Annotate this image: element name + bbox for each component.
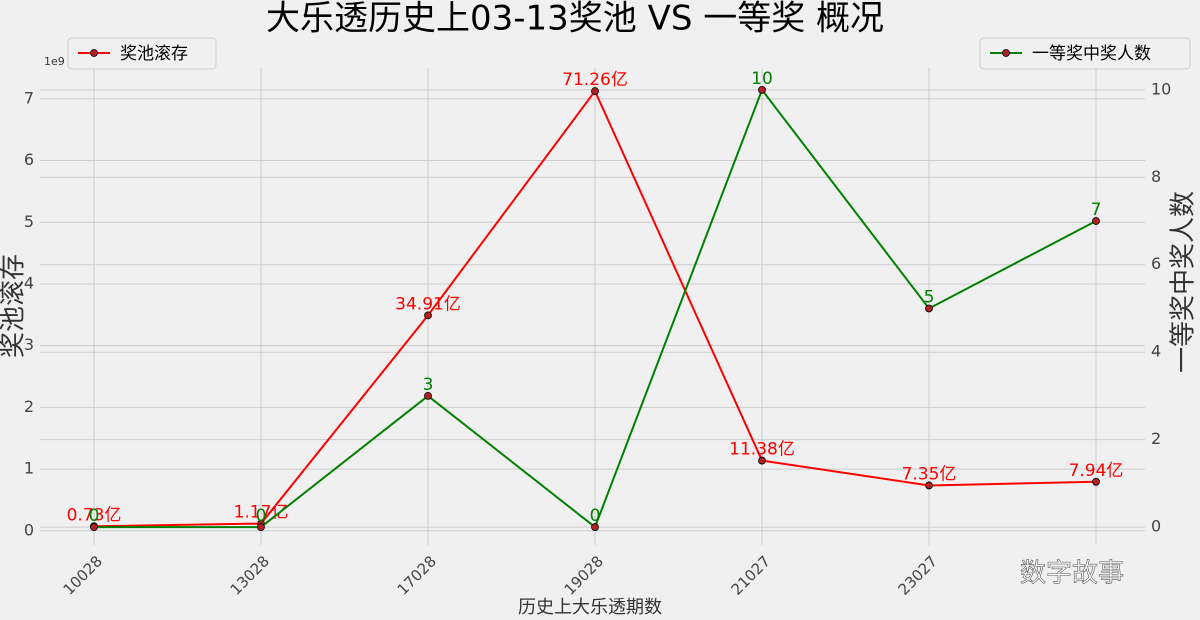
- data-label: 10: [751, 69, 773, 89]
- data-label: 0: [256, 506, 267, 526]
- y-tick-label: 3: [24, 335, 34, 354]
- legend-label: 奖池滚存: [120, 44, 188, 64]
- data-label: 7.94亿: [1069, 461, 1124, 481]
- data-label: 7: [1091, 200, 1102, 220]
- point: [758, 85, 766, 94]
- x-tick-label: 21027: [728, 552, 774, 598]
- y2-tick-label: 10: [1151, 79, 1171, 98]
- y-tick-label: 7: [24, 88, 34, 107]
- point: [925, 304, 933, 313]
- legend-marker: [1002, 49, 1010, 57]
- legend-box: [67, 37, 217, 70]
- legend-box: [979, 37, 1191, 70]
- y-tick-label: 5: [24, 212, 34, 231]
- x-tick-label: 17028: [394, 552, 440, 598]
- point: [591, 87, 599, 95]
- data-label: 0: [89, 506, 100, 526]
- x-tick-label: 23027: [895, 552, 941, 598]
- point: [424, 311, 432, 320]
- legend-label: 一等奖中奖人数: [1032, 44, 1151, 64]
- data-label: 5: [924, 287, 935, 307]
- point: [758, 456, 766, 465]
- chart-title: 大乐透历史上03-13奖池 VS 一等奖 概况: [266, 0, 884, 39]
- y-tick-label: 4: [24, 273, 34, 292]
- data-label: 71.26亿: [562, 70, 628, 90]
- y2-tick-label: 8: [1151, 167, 1161, 186]
- data-label: 1.17亿: [234, 503, 289, 523]
- data-label: 0.73亿: [67, 505, 122, 525]
- y2-axis-label: 一等奖中奖人数: [1169, 191, 1199, 373]
- point: [1092, 217, 1100, 225]
- y2-tick-label: 2: [1151, 429, 1161, 448]
- y-tick-label: 2: [24, 397, 34, 416]
- y-tick-label: 0: [24, 520, 34, 539]
- point: [591, 523, 599, 531]
- point: [925, 481, 933, 490]
- legend-marker: [90, 49, 98, 57]
- x-tick-label: 19028: [561, 552, 607, 598]
- y-tick-label: 1: [24, 459, 34, 478]
- data-label: 0: [590, 506, 601, 526]
- data-label: 11.38亿: [729, 440, 795, 460]
- point: [257, 523, 265, 531]
- point: [90, 523, 98, 531]
- data-label: 34.91亿: [395, 294, 461, 314]
- data-label: 7.35亿: [902, 464, 957, 484]
- y2-tick-label: 4: [1151, 342, 1161, 361]
- point: [424, 392, 432, 400]
- watermark: 数字故事: [1020, 559, 1124, 589]
- y2-tick-label: 6: [1151, 254, 1161, 273]
- x-tick-label: 13028: [227, 552, 273, 598]
- x-axis-label: 历史上大乐透期数: [518, 597, 662, 618]
- data-label: 3: [423, 375, 434, 395]
- y-tick-label: 6: [24, 150, 34, 169]
- y2-tick-label: 0: [1151, 517, 1161, 536]
- point: [1092, 477, 1100, 486]
- x-tick-label: 10028: [60, 552, 106, 598]
- y-axis-label: 奖池滚存: [0, 254, 29, 358]
- y-offset-label: 1e9: [44, 55, 65, 68]
